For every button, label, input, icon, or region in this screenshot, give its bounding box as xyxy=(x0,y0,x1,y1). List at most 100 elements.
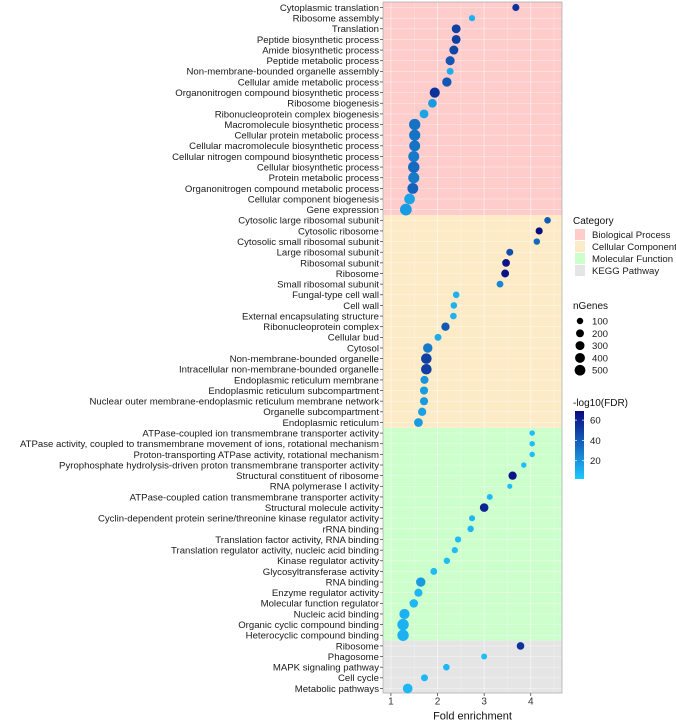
data-point xyxy=(419,397,429,406)
data-point xyxy=(408,150,420,162)
data-point xyxy=(544,216,551,224)
legend-colorbar-label: 20 xyxy=(590,456,601,467)
data-point xyxy=(408,161,420,173)
y-tick-label: Ribonucleoprotein complex xyxy=(263,322,379,333)
category-band xyxy=(383,427,562,641)
y-tick-label: Cytosol xyxy=(347,343,379,354)
x-tick-label: 4 xyxy=(528,697,534,708)
y-tick-label: RNA polymerase I activity xyxy=(270,482,380,493)
data-point xyxy=(479,503,489,512)
data-point xyxy=(506,248,514,256)
y-tick-label: Fungal-type cell wall xyxy=(292,290,379,301)
y-tick-label: Endoplasmic reticulum membrane xyxy=(234,375,379,386)
data-point xyxy=(501,269,510,278)
legend-size-label: 100 xyxy=(592,317,608,328)
y-tick-label: Cellular macromolecule biosynthetic proc… xyxy=(189,141,379,152)
data-point xyxy=(442,77,452,87)
data-point xyxy=(445,56,455,66)
y-tick-label: Non-membrane-bounded organelle assembly xyxy=(186,67,379,78)
data-point xyxy=(409,118,421,131)
y-tick-label: Organic cyclic compound binding xyxy=(238,620,379,631)
data-point xyxy=(512,3,520,12)
data-point xyxy=(450,302,458,309)
y-tick-label: Proton-transporting ATPase activity, rot… xyxy=(134,450,379,461)
data-point xyxy=(399,608,410,620)
y-tick-label: Translation xyxy=(332,24,379,35)
y-tick-label: Cytosolic small ribosomal subunit xyxy=(237,237,379,248)
y-tick-label: Cellular biosynthetic process xyxy=(257,163,379,174)
y-tick-label: Intracellular non-membrane-bounded organ… xyxy=(179,365,379,376)
data-point xyxy=(429,87,440,98)
data-point xyxy=(416,577,426,587)
data-point xyxy=(409,140,421,152)
data-point xyxy=(421,363,432,375)
y-tick-label: MAPK signaling pathway xyxy=(273,663,379,674)
y-tick-label: Cell cycle xyxy=(338,673,379,684)
data-point xyxy=(452,291,460,299)
data-point xyxy=(481,653,488,660)
y-tick-label: Enzyme regulator activity xyxy=(272,588,379,599)
y-tick-label: Cellular amide metabolic process xyxy=(238,77,380,88)
y-tick-label: Metabolic pathways xyxy=(295,684,379,695)
y-tick-label: Cellular protein metabolic process xyxy=(234,131,379,142)
legend-size-label: 300 xyxy=(592,341,608,352)
data-point xyxy=(404,193,415,205)
data-point xyxy=(407,182,419,194)
y-tick-label: Glycosyltransferase activity xyxy=(263,567,379,578)
y-tick-label: Structural molecule activity xyxy=(265,503,379,514)
legend-color-title: -log10(FDR) xyxy=(573,398,628,409)
data-point xyxy=(529,430,535,436)
data-point xyxy=(423,343,433,353)
y-tick-label: Molecular function regulator xyxy=(261,599,380,610)
y-tick-label: Amide biosynthetic process xyxy=(262,45,379,56)
category-band xyxy=(383,2,562,215)
y-tick-label: ATPase-coupled ion transmembrane transpo… xyxy=(142,429,379,440)
data-point xyxy=(451,547,458,554)
y-tick-label: Ribosome biogenesis xyxy=(287,99,379,110)
y-tick-label: Organelle subcompartment xyxy=(263,407,379,418)
y-tick-label: Organonitrogen compound biosynthetic pro… xyxy=(175,88,379,99)
category-band xyxy=(383,640,562,693)
data-point xyxy=(496,280,504,288)
y-tick-label: Endoplasmic reticulum xyxy=(282,418,379,429)
y-tick-label: Large ribosomal subunit xyxy=(277,248,380,259)
data-point xyxy=(443,557,451,564)
y-tick-label: Cellular component biogenesis xyxy=(248,194,379,205)
y-tick-label: ATPase-coupled cation transmembrane tran… xyxy=(130,492,380,503)
y-tick-label: Ribonucleoprotein complex biogenesis xyxy=(215,109,379,120)
legend-category-label: KEGG Pathway xyxy=(592,266,659,277)
legend-size-label: 500 xyxy=(592,366,608,377)
y-tick-label: Translation factor activity, RNA binding xyxy=(215,535,379,546)
legend-category-swatch xyxy=(575,229,585,240)
legend-size-dot xyxy=(575,352,585,363)
data-point xyxy=(421,353,432,364)
y-tick-label: Cytosolic ribosome xyxy=(298,226,379,237)
y-tick-label: Cellular bud xyxy=(328,333,379,344)
data-point xyxy=(397,618,409,631)
y-tick-label: Translation regulator activity, nucleic … xyxy=(171,546,379,557)
y-tick-label: Ribosome xyxy=(336,269,379,280)
data-point xyxy=(428,98,437,108)
data-point xyxy=(443,663,450,671)
data-point xyxy=(446,67,454,75)
y-tick-label: External encapsulating structure xyxy=(242,311,379,322)
data-point xyxy=(434,333,442,341)
data-point xyxy=(529,441,535,447)
y-tick-label: Protein metabolic process xyxy=(269,173,380,184)
y-tick-label: Small ribosomal subunit xyxy=(277,280,379,291)
legend-category-swatch xyxy=(575,241,585,252)
y-tick-label: Kinase regulator activity xyxy=(277,556,379,567)
legend-size-dot xyxy=(576,317,584,325)
y-tick-label: Ribosome xyxy=(336,641,379,652)
legend-size-dot xyxy=(575,341,585,351)
data-point xyxy=(502,258,510,267)
data-point xyxy=(454,536,462,543)
x-tick-label: 2 xyxy=(435,697,441,708)
y-tick-label: Heterocyclic compound binding xyxy=(246,631,379,642)
legend-category-title: Category xyxy=(573,216,614,227)
data-point xyxy=(420,674,428,682)
y-tick-label: rRNA binding xyxy=(322,524,379,535)
data-point xyxy=(399,203,412,216)
legend-size-dot xyxy=(574,364,586,376)
